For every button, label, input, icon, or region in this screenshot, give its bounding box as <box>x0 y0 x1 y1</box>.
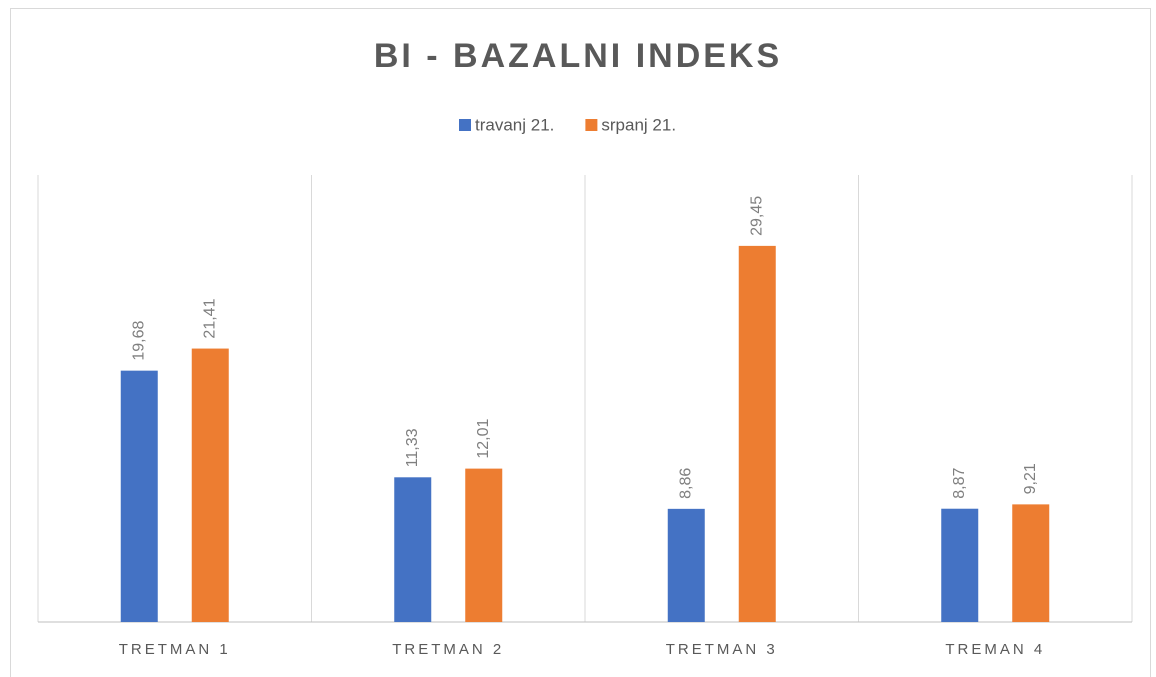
legend-label: travanj 21. <box>475 115 554 134</box>
data-label: 8,86 <box>677 468 694 499</box>
data-label: 9,21 <box>1022 463 1039 494</box>
bar <box>191 348 229 622</box>
x-tick-label: TRETMAN 2 <box>392 641 504 658</box>
data-label: 21,41 <box>201 298 218 338</box>
data-label: 29,45 <box>748 196 765 236</box>
chart-border <box>10 8 1151 677</box>
bar <box>667 508 705 622</box>
bar <box>941 508 979 622</box>
chart-title: BI - BAZALNI INDEKS <box>374 37 782 75</box>
x-tick-label: TREMAN 4 <box>945 641 1045 658</box>
bar <box>465 468 503 622</box>
data-label: 12,01 <box>475 418 492 458</box>
bar <box>1012 504 1050 622</box>
bar <box>394 477 432 622</box>
bar <box>120 370 158 622</box>
bar <box>738 245 776 623</box>
legend-swatch <box>459 119 471 131</box>
x-tick-label: TRETMAN 1 <box>119 641 231 658</box>
data-label: 8,87 <box>951 467 968 498</box>
x-tick-label: TRETMAN 3 <box>666 641 778 658</box>
legend-label: srpanj 21. <box>601 115 676 134</box>
data-label: 11,33 <box>404 428 421 467</box>
legend-swatch <box>585 119 598 131</box>
data-label: 19,68 <box>130 321 147 361</box>
